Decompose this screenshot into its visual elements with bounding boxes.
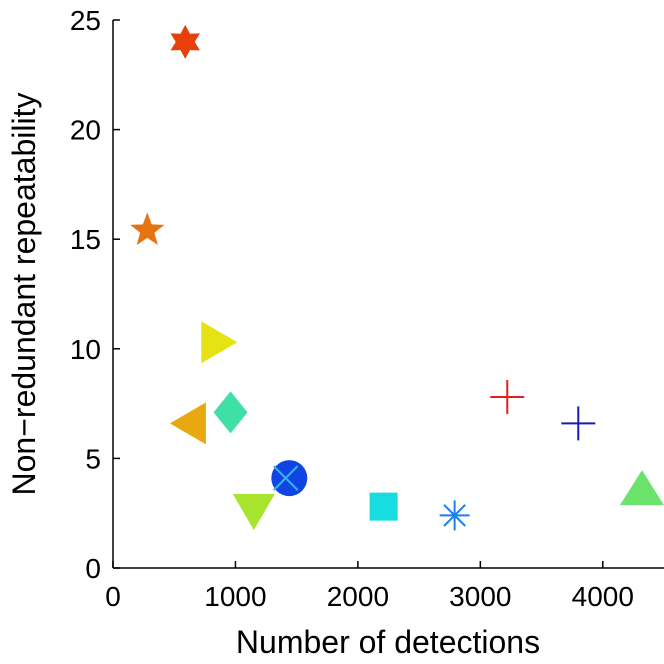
data-points	[130, 24, 664, 531]
axes	[112, 20, 664, 569]
data-point-x-light-blue	[272, 465, 299, 491]
y-axis-title: Non−redundant repeatability	[6, 93, 42, 496]
y-tick-label: 5	[85, 443, 101, 474]
data-point-hexagram-orange-red	[170, 24, 200, 59]
y-tick-label: 25	[70, 5, 101, 36]
x-tick-label: 1000	[204, 581, 266, 612]
x-axis-title: Number of detections	[236, 624, 540, 660]
x-tick-label: 2000	[327, 581, 389, 612]
x-tick-label: 3000	[449, 581, 511, 612]
data-point-pentagram-orange	[130, 212, 165, 245]
data-point-plus-red	[490, 380, 525, 415]
y-tick-label: 0	[85, 553, 101, 584]
x-tick-label: 4000	[572, 581, 634, 612]
y-tick-label: 20	[70, 115, 101, 146]
data-point-asterisk-blue	[439, 500, 470, 531]
data-point-circle-blue	[271, 460, 308, 497]
data-point-triangle-up-green	[619, 470, 664, 506]
y-tick-label: 10	[70, 334, 101, 365]
data-point-triangle-right-yellow	[201, 321, 238, 364]
data-point-plus-navy	[561, 406, 596, 441]
x-tick-label: 0	[105, 581, 121, 612]
ticks: 0 1000 2000 3000 4000 0 5 10 15 20 25	[70, 5, 634, 612]
data-point-square-cyan	[369, 492, 398, 521]
y-tick-label: 15	[70, 224, 101, 255]
data-point-triangle-left-gold	[169, 402, 206, 445]
data-point-diamond-aquamarine	[213, 391, 248, 434]
data-point-triangle-down-lime	[232, 494, 275, 531]
